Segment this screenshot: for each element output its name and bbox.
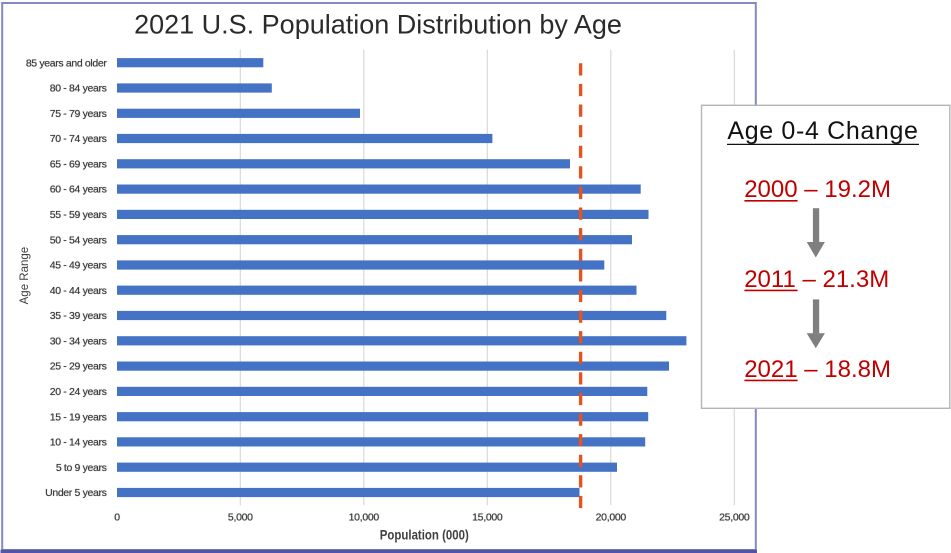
svg-text:30 - 34 years: 30 - 34 years — [50, 335, 107, 347]
svg-text:Age Range: Age Range — [19, 247, 31, 305]
svg-text:10 - 14 years: 10 - 14 years — [50, 437, 107, 449]
svg-text:15,000: 15,000 — [472, 511, 503, 523]
svg-text:85 years and older: 85 years and older — [26, 57, 108, 69]
svg-text:75 - 79 years: 75 - 79 years — [50, 108, 107, 120]
svg-text:25 - 29 years: 25 - 29 years — [50, 361, 107, 373]
svg-text:65 - 69 years: 65 - 69 years — [50, 158, 107, 170]
svg-text:0: 0 — [114, 511, 120, 523]
svg-text:2021 – 18.8M: 2021 – 18.8M — [744, 356, 891, 383]
svg-text:2021 U.S. Population Distribut: 2021 U.S. Population Distribution by Age — [134, 9, 622, 39]
svg-text:60 - 64 years: 60 - 64 years — [50, 184, 107, 196]
svg-text:35 - 39 years: 35 - 39 years — [50, 310, 107, 322]
svg-text:2011 – 21.3M: 2011 – 21.3M — [744, 266, 889, 293]
svg-text:5,000: 5,000 — [228, 511, 253, 523]
svg-text:50 - 54 years: 50 - 54 years — [50, 234, 107, 246]
svg-text:10,000: 10,000 — [349, 511, 380, 523]
svg-text:20 - 24 years: 20 - 24 years — [50, 386, 107, 398]
svg-text:45 - 49 years: 45 - 49 years — [50, 260, 107, 272]
svg-text:Age 0-4 Change: Age 0-4 Change — [727, 117, 918, 145]
svg-text:70 - 74 years: 70 - 74 years — [50, 133, 107, 145]
svg-text:25,000: 25,000 — [719, 511, 750, 523]
svg-text:5 to 9 years: 5 to 9 years — [56, 462, 107, 474]
svg-text:40 - 44 years: 40 - 44 years — [50, 285, 107, 297]
svg-text:80 - 84 years: 80 - 84 years — [50, 83, 107, 95]
svg-text:55 - 59 years: 55 - 59 years — [50, 209, 107, 221]
svg-text:20,000: 20,000 — [596, 511, 627, 523]
svg-text:2000 – 19.2M: 2000 – 19.2M — [744, 176, 891, 203]
svg-text:15 - 19 years: 15 - 19 years — [50, 411, 107, 423]
svg-text:Population (000): Population (000) — [380, 527, 469, 543]
svg-text:Under 5 years: Under 5 years — [45, 487, 106, 499]
